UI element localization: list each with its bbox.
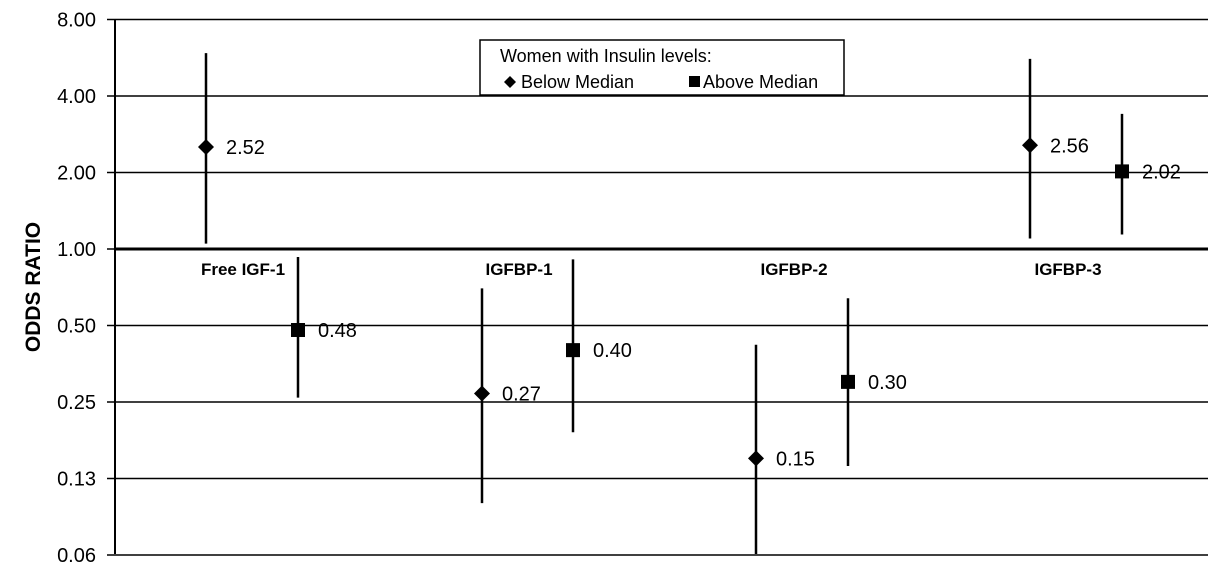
data-label: 0.27: [502, 384, 541, 406]
data-label: 0.15: [776, 448, 815, 470]
legend-box: [479, 39, 845, 96]
y-tick-label: 8.00: [57, 10, 96, 32]
diamond-marker: [198, 138, 214, 155]
y-tick-label: 1.00: [57, 239, 96, 261]
square-marker: [566, 343, 580, 358]
square-marker: [1115, 164, 1129, 179]
category-label: Free IGF-1: [201, 260, 285, 279]
legend-square-marker: [689, 76, 700, 87]
diamond-marker: [474, 385, 490, 402]
category-label: IGFBP-2: [760, 260, 827, 279]
diamond-marker: [1022, 137, 1038, 154]
square-marker: [291, 323, 305, 338]
y-tick-label: 0.06: [57, 545, 96, 562]
data-label: 2.56: [1050, 135, 1089, 157]
data-label: 0.30: [868, 372, 907, 394]
legend-diamond-marker: [504, 76, 516, 88]
data-label: 0.48: [318, 320, 357, 342]
y-tick-labels: 8.00 4.00 2.00 1.00 0.50 0.25 0.13 0.06: [57, 10, 96, 562]
category-label: IGFBP-1: [485, 260, 552, 279]
data-label: 0.40: [593, 340, 632, 362]
diamond-marker: [748, 450, 764, 467]
y-tick-label: 4.00: [57, 86, 96, 108]
data-label: 2.52: [226, 137, 265, 159]
square-marker: [841, 374, 855, 389]
category-label: IGFBP-3: [1034, 260, 1101, 279]
category-labels: Free IGF-1 IGFBP-1 IGFBP-2 IGFBP-3: [201, 260, 1102, 279]
legend-entry-above-median: Above Median: [703, 72, 818, 92]
data-label: 2.02: [1142, 161, 1181, 183]
gridlines: [107, 18, 1208, 556]
y-axis-label: ODDS RATIO: [22, 222, 45, 352]
legend: Women with Insulin levels: Below Median …: [479, 39, 845, 96]
legend-title: Women with Insulin levels:: [500, 46, 712, 66]
legend-entry-below-median: Below Median: [521, 72, 634, 92]
data-marks: 2.52 0.27 0.15 2.56 0.48 0.40 0.30 2.02: [198, 53, 1181, 554]
y-tick-label: 2.00: [57, 163, 96, 185]
y-tick-label: 0.25: [57, 392, 96, 414]
y-tick-label: 0.50: [57, 316, 96, 338]
y-tick-label: 0.13: [57, 469, 96, 491]
